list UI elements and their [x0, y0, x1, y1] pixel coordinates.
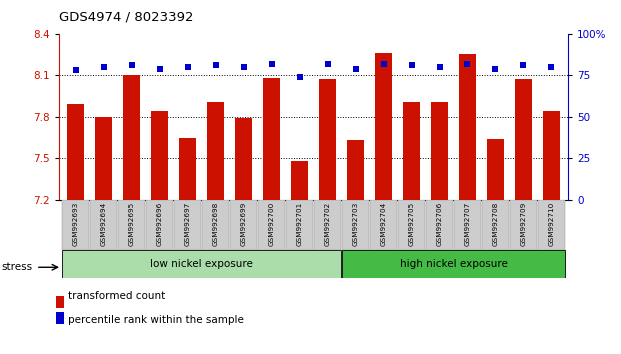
Bar	[314, 200, 341, 250]
Bar	[230, 200, 257, 250]
Text: GSM992710: GSM992710	[548, 201, 555, 246]
Bar	[431, 102, 448, 200]
Bar	[119, 200, 145, 250]
Point	[99, 64, 109, 70]
Text: GSM992696: GSM992696	[156, 201, 163, 246]
Text: stress: stress	[1, 262, 32, 272]
Text: GSM992706: GSM992706	[437, 201, 443, 246]
Text: low nickel exposure: low nickel exposure	[150, 259, 253, 269]
Point	[266, 61, 276, 67]
Bar	[124, 75, 140, 200]
Text: GSM992707: GSM992707	[465, 201, 471, 246]
Bar	[342, 200, 369, 250]
Text: GSM992699: GSM992699	[241, 201, 247, 246]
Point	[435, 64, 445, 70]
Bar	[370, 200, 397, 250]
Bar	[62, 200, 89, 250]
Bar	[56, 312, 64, 324]
Point	[155, 66, 165, 72]
Bar	[90, 200, 117, 250]
Point	[211, 62, 220, 68]
Text: GSM992697: GSM992697	[184, 201, 191, 246]
Point	[294, 74, 304, 80]
Bar	[347, 141, 364, 200]
Bar	[68, 104, 84, 200]
Point	[463, 61, 473, 67]
Text: GDS4974 / 8023392: GDS4974 / 8023392	[59, 11, 194, 24]
Point	[407, 62, 417, 68]
Text: GSM992703: GSM992703	[353, 201, 358, 246]
Bar	[147, 200, 173, 250]
Bar	[263, 78, 280, 200]
Bar	[487, 139, 504, 200]
Text: high nickel exposure: high nickel exposure	[399, 259, 507, 269]
Bar	[482, 200, 509, 250]
Bar	[459, 55, 476, 200]
Text: GSM992702: GSM992702	[325, 201, 330, 246]
Text: GSM992704: GSM992704	[381, 201, 386, 246]
Bar	[426, 200, 453, 250]
Point	[183, 64, 193, 70]
Point	[519, 62, 528, 68]
Text: transformed count: transformed count	[68, 291, 166, 301]
Bar	[207, 102, 224, 200]
Point	[127, 62, 137, 68]
Bar	[515, 79, 532, 200]
Text: GSM992708: GSM992708	[492, 201, 499, 246]
Point	[491, 66, 501, 72]
Bar	[152, 111, 168, 200]
Bar	[179, 138, 196, 200]
Text: GSM992705: GSM992705	[409, 201, 415, 246]
Text: GSM992701: GSM992701	[297, 201, 302, 246]
Bar	[235, 118, 252, 200]
Text: GSM992694: GSM992694	[101, 201, 107, 246]
Point	[238, 64, 248, 70]
Bar	[375, 53, 392, 200]
Point	[546, 64, 556, 70]
Bar	[510, 200, 537, 250]
Text: GSM992709: GSM992709	[520, 201, 527, 246]
Point	[323, 61, 333, 67]
Bar	[403, 102, 420, 200]
Bar	[543, 111, 560, 200]
Bar	[96, 117, 112, 200]
Bar	[175, 200, 201, 250]
Text: GSM992693: GSM992693	[73, 201, 79, 246]
Bar	[398, 200, 425, 250]
Text: GSM992700: GSM992700	[269, 201, 274, 246]
Bar	[319, 79, 336, 200]
Point	[379, 61, 389, 67]
Point	[71, 67, 81, 73]
Text: GSM992695: GSM992695	[129, 201, 135, 246]
Bar	[202, 200, 229, 250]
Point	[351, 66, 361, 72]
Bar	[62, 250, 341, 278]
Bar	[538, 200, 565, 250]
Bar	[286, 200, 313, 250]
Bar	[291, 161, 308, 200]
Bar	[258, 200, 285, 250]
Text: GSM992698: GSM992698	[212, 201, 219, 246]
Bar	[56, 296, 64, 308]
Bar	[342, 250, 565, 278]
Text: percentile rank within the sample: percentile rank within the sample	[68, 315, 244, 325]
Bar	[454, 200, 481, 250]
